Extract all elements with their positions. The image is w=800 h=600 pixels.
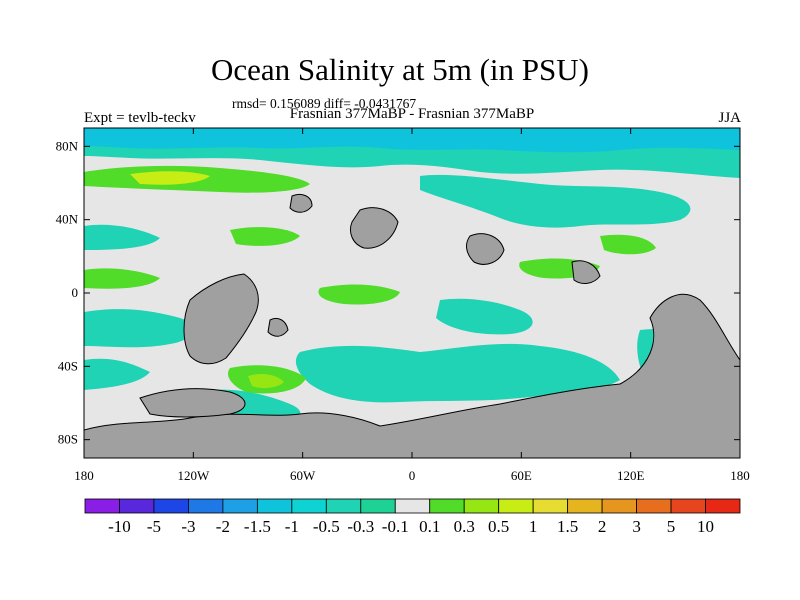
colorbar-label: 5 bbox=[667, 517, 676, 536]
colorbar-swatch bbox=[153, 498, 189, 514]
colorbar-swatch bbox=[601, 498, 637, 514]
y-tick-label: 40N bbox=[56, 212, 79, 227]
indian-positive bbox=[600, 234, 656, 255]
colorbar-swatch bbox=[360, 498, 396, 514]
colorbar-swatch bbox=[291, 498, 327, 514]
western-positive bbox=[84, 268, 160, 289]
colorbar-label: -0.3 bbox=[347, 517, 374, 536]
colorbar-swatch bbox=[670, 498, 706, 514]
midlat-negative-west bbox=[84, 224, 160, 250]
colorbar-label: 0.5 bbox=[488, 517, 509, 536]
map-field bbox=[84, 128, 740, 458]
indian-negative bbox=[436, 298, 533, 335]
colorbar-label: -1.5 bbox=[244, 517, 271, 536]
south-pacific-negative bbox=[84, 358, 150, 390]
colorbar-swatch bbox=[429, 498, 465, 514]
arctic-negative-core bbox=[84, 128, 740, 153]
x-tick-label: 180 bbox=[74, 468, 94, 483]
equatorial-positive bbox=[318, 284, 400, 305]
x-tick-label: 120E bbox=[617, 468, 645, 483]
far-east-island bbox=[571, 260, 601, 284]
x-tick-label: 60E bbox=[511, 468, 532, 483]
north-pacific-negative bbox=[420, 174, 691, 228]
colorbar: -10 -5 -3 -2 -1.5 -1 -0.5 -0.3 -0.1 0.1 0.3 0.5 1 1.5… bbox=[84, 498, 741, 536]
y-axis-ticks: 80N 40N 0 40S 80S bbox=[56, 138, 740, 447]
colorbar-swatch bbox=[256, 498, 293, 514]
colorbar-swatch bbox=[188, 498, 224, 514]
experiment-label: Expt = tevlb-teckv bbox=[84, 110, 196, 126]
figure-title: Ocean Salinity at 5m (in PSU) bbox=[211, 52, 589, 87]
subarctic-positive-core bbox=[130, 171, 210, 185]
colorbar-label: 3 bbox=[632, 517, 641, 536]
colorbar-label: 10 bbox=[697, 517, 714, 536]
y-tick-label: 80S bbox=[58, 432, 78, 447]
x-axis-ticks: 180 120W 60W 0 60E 120E 180 bbox=[74, 128, 750, 483]
south-atlantic-negative bbox=[295, 343, 620, 403]
colorbar-swatch bbox=[567, 498, 603, 514]
colorbar-swatch bbox=[84, 498, 120, 514]
y-tick-label: 40S bbox=[58, 358, 78, 373]
colorbar-label: -3 bbox=[181, 517, 195, 536]
x-tick-label: 180 bbox=[730, 468, 750, 483]
colorbar-label: 1 bbox=[529, 517, 538, 536]
midlat-positive bbox=[230, 227, 300, 246]
east-islands bbox=[466, 233, 505, 265]
colorbar-label: -1 bbox=[285, 517, 299, 536]
equatorial-islets bbox=[267, 317, 289, 337]
colorbar-swatch bbox=[394, 498, 431, 514]
colorbar-swatch bbox=[463, 498, 500, 514]
south-positive-strong bbox=[248, 374, 284, 389]
rmsd-diff-stats: rmsd= 0.156089 diff= -0.0431767 bbox=[232, 96, 417, 111]
y-tick-label: 0 bbox=[72, 285, 79, 300]
colorbar-swatch bbox=[119, 498, 155, 514]
north-island bbox=[350, 207, 399, 249]
season-label: JJA bbox=[718, 110, 741, 126]
colorbar-swatch bbox=[532, 498, 569, 514]
colorbar-label: -10 bbox=[108, 517, 131, 536]
colorbar-label: 0.1 bbox=[419, 517, 440, 536]
tropical-negative-west bbox=[84, 309, 193, 348]
colorbar-label: 1.5 bbox=[557, 517, 578, 536]
colorbar-label: -0.5 bbox=[313, 517, 340, 536]
colorbar-label: -0.1 bbox=[382, 517, 409, 536]
x-tick-label: 120W bbox=[177, 468, 210, 483]
colorbar-label: 2 bbox=[598, 517, 607, 536]
colorbar-label: -2 bbox=[216, 517, 230, 536]
colorbar-swatch bbox=[636, 498, 672, 514]
x-tick-label: 60W bbox=[290, 468, 316, 483]
period-label: Frasnian 377MaBP - Frasnian 377MaBP bbox=[289, 106, 535, 122]
colorbar-swatch bbox=[498, 498, 534, 514]
antarctic-peninsula bbox=[139, 388, 246, 418]
colorbar-label: -5 bbox=[147, 517, 161, 536]
colorbar-label: 0.3 bbox=[454, 517, 475, 536]
colorbar-swatch bbox=[222, 498, 258, 514]
small-north-island bbox=[289, 193, 313, 213]
south-american-continent bbox=[183, 273, 259, 365]
y-tick-label: 80N bbox=[56, 138, 79, 153]
x-tick-label: 0 bbox=[409, 468, 416, 483]
colorbar-swatch bbox=[325, 498, 362, 514]
colorbar-swatch bbox=[705, 498, 741, 514]
